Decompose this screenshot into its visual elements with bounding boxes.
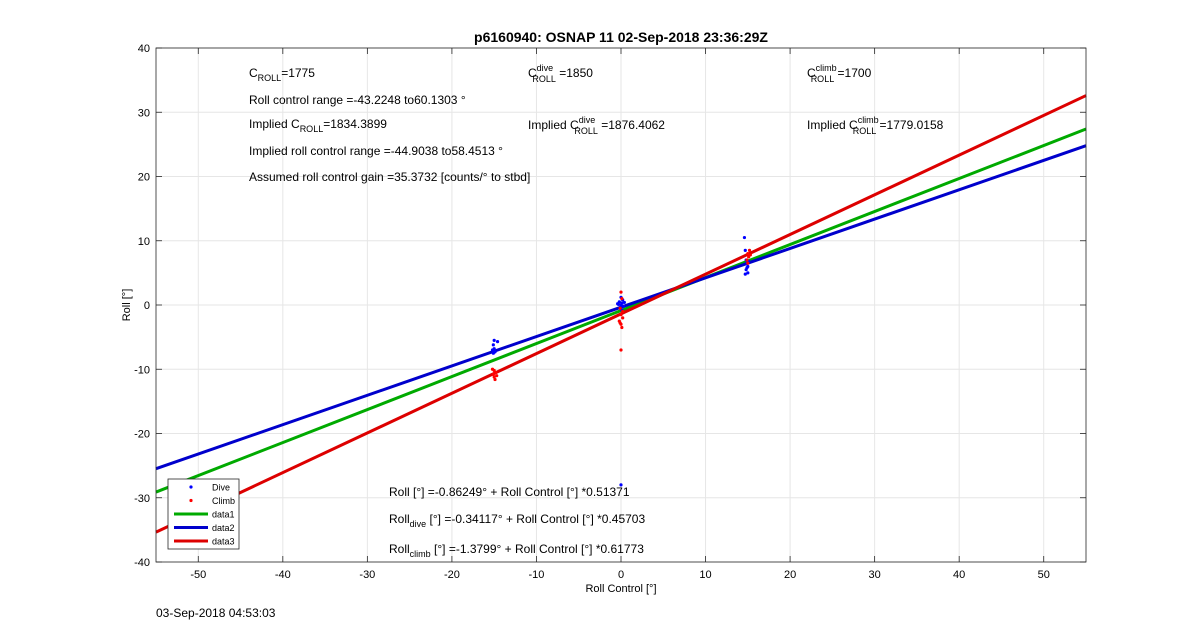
point-dive <box>492 347 496 351</box>
legend-label-dive: Dive <box>212 483 230 493</box>
implied-croll-label: Implied CROLL=1834.3899 <box>249 117 387 134</box>
point-dive <box>495 340 500 344</box>
point-climb <box>493 377 497 382</box>
legend-label-data1: data1 <box>212 510 235 520</box>
y-tick-label: -30 <box>134 493 150 505</box>
point-climb <box>746 261 750 265</box>
print-timestamp: 03-Sep-2018 04:53:03 <box>156 606 276 620</box>
x-axis-label: Roll Control [°] <box>585 583 656 595</box>
point-dive <box>619 483 623 487</box>
implied-croll-dive-label: Implied Cdive ROLL =1876.4062 <box>528 115 665 136</box>
x-tick-label: 50 <box>1038 569 1050 581</box>
x-tick-label: -30 <box>359 569 375 581</box>
x-tick-label: 20 <box>784 569 796 581</box>
x-tick-label: -20 <box>444 569 460 581</box>
x-tick-label: -50 <box>190 569 206 581</box>
point-climb <box>747 248 752 252</box>
axis-ticks: -50 -40 -30 -20 -10 0 10 20 30 40 50 -40 -30 -20 -10 0 1… <box>134 43 1086 581</box>
fit-equation-all: Roll [°] =-0.86249° + Roll Control [°] *… <box>389 485 630 499</box>
y-tick-label: 20 <box>138 172 150 184</box>
y-tick-label: -10 <box>134 364 150 376</box>
x-tick-label: 30 <box>869 569 881 581</box>
y-tick-label: -40 <box>134 557 150 569</box>
fit-equation-dive: Rolldive [°] =-0.34117° + Roll Control [… <box>389 512 645 529</box>
point-dive <box>616 302 620 306</box>
x-tick-label: -40 <box>275 569 291 581</box>
y-tick-label: -20 <box>134 429 150 441</box>
data-points <box>490 235 752 487</box>
x-tick-label: 10 <box>699 569 711 581</box>
point-climb <box>495 374 499 378</box>
point-climb <box>492 375 496 379</box>
croll-climb-label: Cclimb ROLL =1700 <box>807 63 872 84</box>
point-climb <box>619 290 623 294</box>
point-climb <box>748 253 752 257</box>
legend-marker-climb <box>189 498 193 503</box>
implied-croll-climb-label: Implied Cclimb ROLL =1779.0158 <box>807 115 944 136</box>
point-dive <box>621 304 626 308</box>
point-dive <box>742 235 747 240</box>
legend: Dive Climb data1 data2 data3 <box>167 478 240 550</box>
croll-dive-label: Cdive ROLL =1850 <box>528 63 593 84</box>
point-dive <box>622 300 626 305</box>
point-climb <box>490 367 495 371</box>
y-tick-label: 40 <box>138 43 150 55</box>
point-dive <box>743 248 747 252</box>
point-climb <box>619 313 623 317</box>
implied-roll-control-range: Implied roll control range =-44.9038 to5… <box>249 144 503 158</box>
chart-title: p6160940: OSNAP 11 02-Sep-2018 23:36:29Z <box>474 29 768 45</box>
fit-equation-climb: Rollclimb [°] =-1.3799° + Roll Control [… <box>389 542 644 559</box>
x-tick-label: 40 <box>953 569 965 581</box>
point-dive <box>745 266 749 270</box>
x-tick-label: -10 <box>529 569 545 581</box>
point-dive <box>743 272 747 276</box>
point-climb <box>494 370 498 375</box>
legend-label-climb: Climb <box>212 496 235 506</box>
point-dive <box>746 271 750 275</box>
legend-label-data2: data2 <box>212 523 235 533</box>
y-tick-label: 0 <box>144 300 150 312</box>
point-climb <box>619 348 623 352</box>
roll-control-range: Roll control range =-43.2248 to60.1303 ° <box>249 93 466 107</box>
y-tick-label: 30 <box>138 107 150 119</box>
point-climb <box>621 309 625 314</box>
point-dive <box>492 338 496 342</box>
point-climb <box>621 316 625 320</box>
annotations: CROLL=1775 Cdive ROLL =1850 Cclimb ROLL =170… <box>249 63 944 559</box>
y-tick-label: 10 <box>138 236 150 248</box>
point-climb <box>620 325 624 330</box>
point-climb <box>746 252 750 256</box>
croll-label: CROLL=1775 <box>249 66 315 83</box>
point-climb <box>620 296 624 301</box>
point-climb <box>618 306 622 310</box>
x-tick-label: 0 <box>618 569 624 581</box>
point-climb <box>745 258 749 262</box>
point-dive <box>493 350 497 354</box>
point-climb <box>491 372 495 376</box>
y-axis-label: Roll [°] <box>121 289 133 322</box>
legend-label-data3: data3 <box>212 537 235 547</box>
point-dive <box>620 301 624 305</box>
legend-marker-dive <box>189 485 193 489</box>
roll-control-gain: Assumed roll control gain =35.3732 [coun… <box>249 170 530 184</box>
point-dive <box>491 343 495 347</box>
point-climb <box>618 321 622 325</box>
